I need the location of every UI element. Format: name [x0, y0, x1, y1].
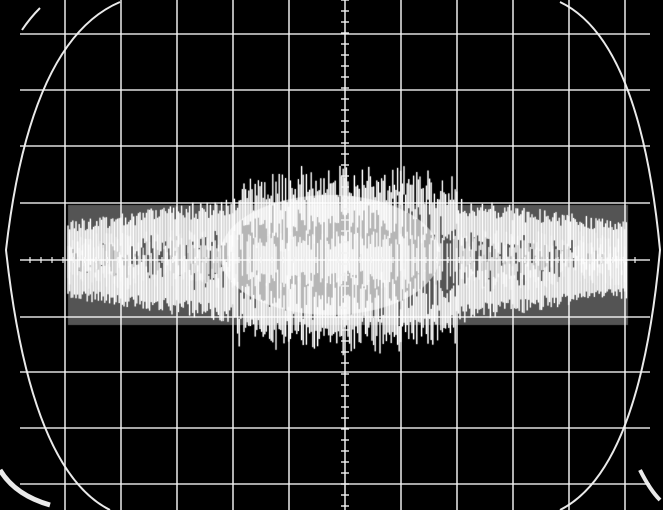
bezel-glare-top-left	[21, 7, 41, 31]
center-axis-ticks	[29, 0, 636, 507]
bezel-right-arc	[559, 1, 662, 510]
bezel-glare-bottom-left	[0, 468, 51, 508]
signal-bright-core	[220, 195, 440, 315]
noise-signal-trace	[67, 165, 628, 356]
bezel-glare-bottom-right	[638, 469, 662, 502]
